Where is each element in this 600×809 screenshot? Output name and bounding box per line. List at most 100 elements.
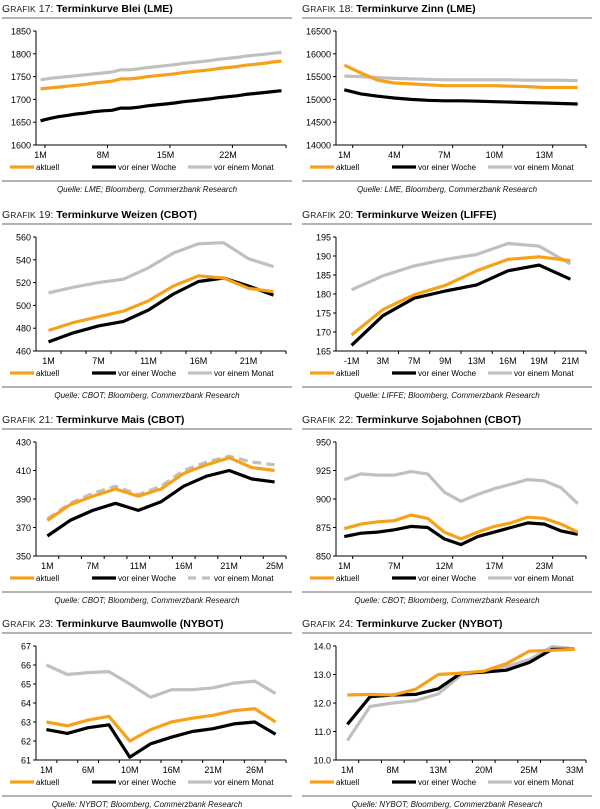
chart-number: 17: — [35, 3, 57, 15]
x-tick-label: 23M — [536, 561, 554, 571]
chart-source: Quelle: CBOT; Bloomberg, Commerzbank Res… — [54, 391, 240, 400]
line-chart: 350 370 390 410 430 1M 7M 11M 16M 21M 25M aktuell vo… — [10, 438, 287, 583]
chart-title-prefix-rest: RAFIK — [310, 415, 336, 425]
x-tick-label: 16M — [190, 356, 208, 366]
x-tick-label: 25M — [520, 765, 538, 775]
y-tick-label: 390 — [16, 495, 31, 505]
title-divider — [2, 17, 292, 19]
x-tick-label: 1M — [40, 765, 53, 775]
series-line-vor-einer-woche — [343, 521, 579, 547]
x-tick-label: 6M — [82, 765, 95, 775]
y-tick-label: 520 — [16, 278, 31, 288]
y-tick-label: 480 — [16, 324, 31, 334]
y-tick-label: 61 — [21, 756, 31, 766]
chart-title-prefix: GRAFIK — [2, 414, 36, 426]
series-line-vor-einer-woche — [346, 647, 575, 726]
title-divider — [302, 223, 592, 225]
series-line-aktuell — [350, 255, 571, 337]
chart-title-prefix-initial: G — [2, 618, 11, 630]
chart-title: GRAFIK 17: Terminkurve Blei (LME) — [2, 2, 292, 16]
series-line-aktuell — [343, 63, 578, 90]
x-tick-label: 16M — [499, 356, 517, 366]
y-tick-label: 1650 — [11, 118, 31, 128]
chart-title: GRAFIK 23: Terminkurve Baumwolle (NYBOT) — [2, 617, 292, 631]
legend-label: aktuell — [36, 778, 59, 787]
y-tick-label: 10.0 — [313, 756, 331, 766]
y-tick-label: 65 — [21, 680, 31, 690]
series-line-vor-einer-woche — [343, 88, 578, 106]
chart-panel-20: GRAFIK 20: Terminkurve Weizen (LIFFE) 16… — [302, 208, 592, 400]
y-tick-label: 1750 — [11, 72, 31, 82]
x-tick-label: 21M — [562, 356, 580, 366]
title-divider — [2, 428, 292, 430]
line-chart: 165 170 175 180 185 190 195 -1M 3M 7M 9M 13M 16M 19M 2… — [310, 233, 587, 378]
x-tick-label: 7M — [92, 356, 105, 366]
title-divider — [2, 632, 292, 634]
series-line-vor-einem-monat — [45, 663, 277, 699]
x-tick-label: 7M — [438, 150, 451, 160]
series-line-vor-einem-monat — [48, 241, 274, 295]
x-tick-label: 11M — [130, 561, 147, 571]
legend-label: vor einem Monat — [514, 163, 574, 172]
y-tick-label: 925 — [316, 466, 331, 476]
legend-label: vor einem Monat — [514, 574, 574, 583]
chart-source: Quelle: NYBOT; Bloomberg, Commerzbank Re… — [351, 800, 543, 809]
chart-title-prefix: GRAFIK — [302, 3, 336, 15]
legend-label: vor einer Woche — [118, 163, 177, 172]
title-divider — [302, 17, 592, 19]
legend-label: vor einem Monat — [214, 778, 274, 787]
x-tick-label: 12M — [436, 561, 454, 571]
x-tick-label: 26M — [246, 765, 264, 775]
y-tick-label: 195 — [316, 233, 331, 243]
legend-label: vor einer Woche — [418, 369, 477, 378]
legend-label: vor einer Woche — [418, 163, 477, 172]
legend-divider — [302, 386, 592, 388]
legend-divider — [302, 591, 592, 593]
chart-title-prefix: GRAFIK — [2, 3, 36, 15]
x-tick-label: 20M — [475, 765, 493, 775]
y-tick-label: 185 — [316, 271, 331, 281]
y-tick-label: 850 — [316, 552, 331, 562]
series-line-vor-einem-monat — [350, 241, 572, 292]
chart-number: 22: — [335, 414, 357, 426]
legend-divider — [2, 591, 292, 593]
x-tick-label: 21M — [220, 561, 238, 571]
series-line-vor-einer-woche — [350, 263, 572, 347]
chart-title: GRAFIK 18: Terminkurve Zinn (LME) — [302, 2, 592, 16]
x-tick-label: 4M — [388, 150, 401, 160]
x-tick-label: 1M — [42, 356, 55, 366]
legend-divider — [302, 180, 592, 182]
line-chart: 850 875 900 925 950 1M 7M 12M 17M 23M aktuell vor e… — [310, 438, 587, 583]
chart-title-prefix: GRAFIK — [302, 209, 336, 221]
y-tick-label: 1600 — [11, 141, 31, 151]
x-tick-label: 8M — [387, 765, 400, 775]
series-line-vor-einer-woche — [40, 89, 282, 123]
y-tick-label: 14000 — [306, 141, 331, 151]
series-line-aktuell — [347, 647, 575, 697]
chart-number: 21: — [35, 414, 57, 426]
chart-title-prefix-rest: RAFIK — [310, 4, 336, 14]
title-divider — [302, 632, 592, 634]
chart-title: GRAFIK 19: Terminkurve Weizen (CBOT) — [2, 208, 292, 222]
chart-title-prefix-rest: RAFIK — [10, 619, 36, 629]
series-line-aktuell — [46, 456, 275, 522]
y-tick-label: 165 — [316, 347, 331, 357]
series-line-aktuell — [343, 513, 579, 541]
chart-title-text: Terminkurve Zinn (LME) — [356, 3, 476, 15]
y-tick-label: 12.0 — [313, 699, 331, 709]
chart-panel-19: GRAFIK 19: Terminkurve Weizen (CBOT) 460… — [2, 208, 292, 400]
x-tick-label: 25M — [266, 561, 284, 571]
chart-title-prefix-initial: G — [2, 209, 11, 221]
x-tick-label: 21M — [204, 765, 222, 775]
y-tick-label: 900 — [316, 495, 331, 505]
chart-panel-21: GRAFIK 21: Terminkurve Mais (CBOT) 350 37… — [2, 413, 292, 605]
y-tick-label: 500 — [16, 301, 31, 311]
legend-label: vor einem Monat — [514, 369, 574, 378]
chart-panel-22: GRAFIK 22: Terminkurve Sojabohnen (CBOT)… — [302, 413, 592, 605]
x-tick-label: 13M — [536, 150, 554, 160]
chart-title-prefix-rest: RAFIK — [10, 4, 36, 14]
y-tick-label: 67 — [21, 642, 31, 652]
legend-label: vor einer Woche — [118, 574, 177, 583]
chart-source: Quelle: CBOT; Bloomberg, Commerzbank Res… — [354, 596, 540, 605]
chart-title-prefix-rest: RAFIK — [10, 415, 36, 425]
